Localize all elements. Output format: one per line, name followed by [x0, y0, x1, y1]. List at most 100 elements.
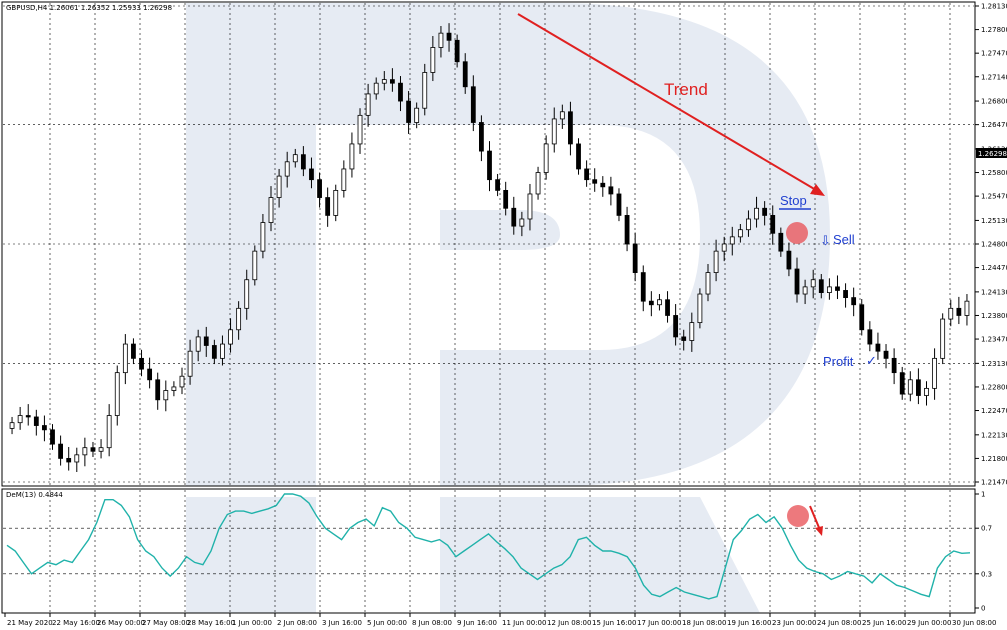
- price-tick-label: 1.22800: [981, 383, 1007, 391]
- candle-body: [956, 307, 962, 316]
- candle-body: [568, 111, 573, 145]
- price-tick-label: 1.23800: [981, 312, 1007, 320]
- candle-body: [211, 345, 217, 359]
- candle-body: [398, 82, 403, 102]
- candle-body: [317, 179, 322, 198]
- candle-body: [220, 343, 225, 359]
- candle-body: [462, 61, 468, 88]
- price-tick-label: 1.26800: [981, 98, 1007, 106]
- candle-body: [689, 322, 695, 341]
- candle-body: [122, 343, 128, 374]
- price-tick-label: 1.24470: [981, 264, 1007, 272]
- sell-label: Sell: [833, 232, 855, 247]
- candle-body: [665, 299, 670, 316]
- candle-body: [818, 279, 824, 294]
- candle-body: [519, 218, 525, 227]
- candle-body: [770, 215, 776, 234]
- candle-body: [422, 72, 428, 109]
- candle-body: [867, 329, 873, 345]
- candle-body: [357, 114, 363, 145]
- candle-body: [640, 272, 646, 302]
- time-tick-label: 15 Jun 16:00: [592, 619, 636, 627]
- candle-body: [632, 243, 638, 273]
- candle-body: [964, 300, 970, 316]
- candle-body: [859, 304, 865, 331]
- candle-body: [657, 299, 662, 306]
- candle-body: [470, 86, 476, 123]
- demarker-series: [6, 493, 971, 600]
- candle-body: [179, 375, 185, 388]
- candle-body: [9, 422, 15, 429]
- candle-body: [648, 300, 654, 306]
- candle-body: [543, 143, 549, 173]
- candle-body: [228, 329, 233, 345]
- candle-body: [495, 179, 500, 191]
- candle-body: [826, 286, 832, 294]
- candle-body: [98, 447, 104, 452]
- candle-body: [608, 186, 614, 195]
- current-price-box: [976, 148, 1007, 158]
- time-tick-label: 26 May 00:00: [97, 619, 145, 627]
- candle-body: [535, 172, 541, 195]
- signal-arrow-head: [815, 526, 823, 536]
- candle-body: [260, 222, 266, 252]
- trend-arrow-line: [517, 13, 817, 191]
- candle-body: [373, 82, 379, 95]
- candle-body: [705, 272, 711, 295]
- candle-body: [50, 429, 55, 445]
- candle-body: [624, 215, 630, 245]
- candle-body: [163, 390, 169, 401]
- price-tick-label: 1.26470: [981, 121, 1007, 129]
- candle-body: [503, 189, 509, 209]
- candle-body: [835, 286, 840, 291]
- candle-body: [697, 293, 703, 324]
- candle-body: [187, 350, 193, 377]
- candle-body: [155, 379, 161, 401]
- candle-body: [600, 182, 606, 188]
- candle-body: [276, 175, 282, 198]
- price-tick-label: 1.21800: [981, 455, 1007, 463]
- candle-body: [915, 379, 921, 396]
- candle-body: [389, 79, 395, 84]
- current-price-label: 1.26298: [978, 150, 1007, 158]
- candle-body: [438, 32, 444, 48]
- price-tick-label: 1.22130: [981, 431, 1007, 439]
- candle-body: [33, 416, 39, 426]
- candle-body: [195, 336, 201, 352]
- time-tick-label: 21 May 2020: [7, 619, 53, 627]
- candle-body: [131, 343, 136, 359]
- price-tick-label: 1.25470: [981, 193, 1007, 201]
- watermark-shape: [186, 497, 316, 613]
- candle-body: [147, 368, 153, 381]
- time-tick-label: 29 Jun 00:00: [907, 619, 951, 627]
- signal-arrow-line: [809, 505, 821, 531]
- price-tick-label: 1.23130: [981, 360, 1007, 368]
- candle-body: [729, 236, 735, 245]
- candle-body: [616, 193, 622, 216]
- time-tick-label: 19 Jun 16:00: [727, 619, 771, 627]
- time-tick-label: 25 Jun 16:00: [862, 619, 906, 627]
- candle-body: [203, 336, 209, 346]
- candle-body: [907, 379, 913, 395]
- candle-body: [681, 336, 687, 341]
- candle-body: [713, 250, 719, 273]
- stop-label: Stop: [780, 193, 807, 208]
- candle-body: [883, 350, 889, 359]
- candle-body: [778, 232, 784, 252]
- candle-body: [527, 193, 533, 220]
- candle-body: [932, 357, 937, 389]
- price-tick-label: 1.24800: [981, 241, 1007, 249]
- time-tick-label: 23 Jun 00:00: [772, 619, 816, 627]
- candle-body: [446, 32, 452, 41]
- sell-arrow-icon: ⇩: [820, 233, 831, 248]
- candle-body: [551, 118, 557, 145]
- price-tick-label: 1.25130: [981, 217, 1007, 225]
- symbol-info: GBPUSD,H4 1.26061 1.26352 1.25933 1.2629…: [6, 4, 172, 12]
- signal-marker: [787, 505, 809, 527]
- candle-body: [90, 447, 96, 452]
- grid-lines: [3, 3, 974, 612]
- check-icon: ✓: [866, 353, 877, 368]
- candle-body: [479, 122, 484, 152]
- candle-body: [559, 111, 565, 120]
